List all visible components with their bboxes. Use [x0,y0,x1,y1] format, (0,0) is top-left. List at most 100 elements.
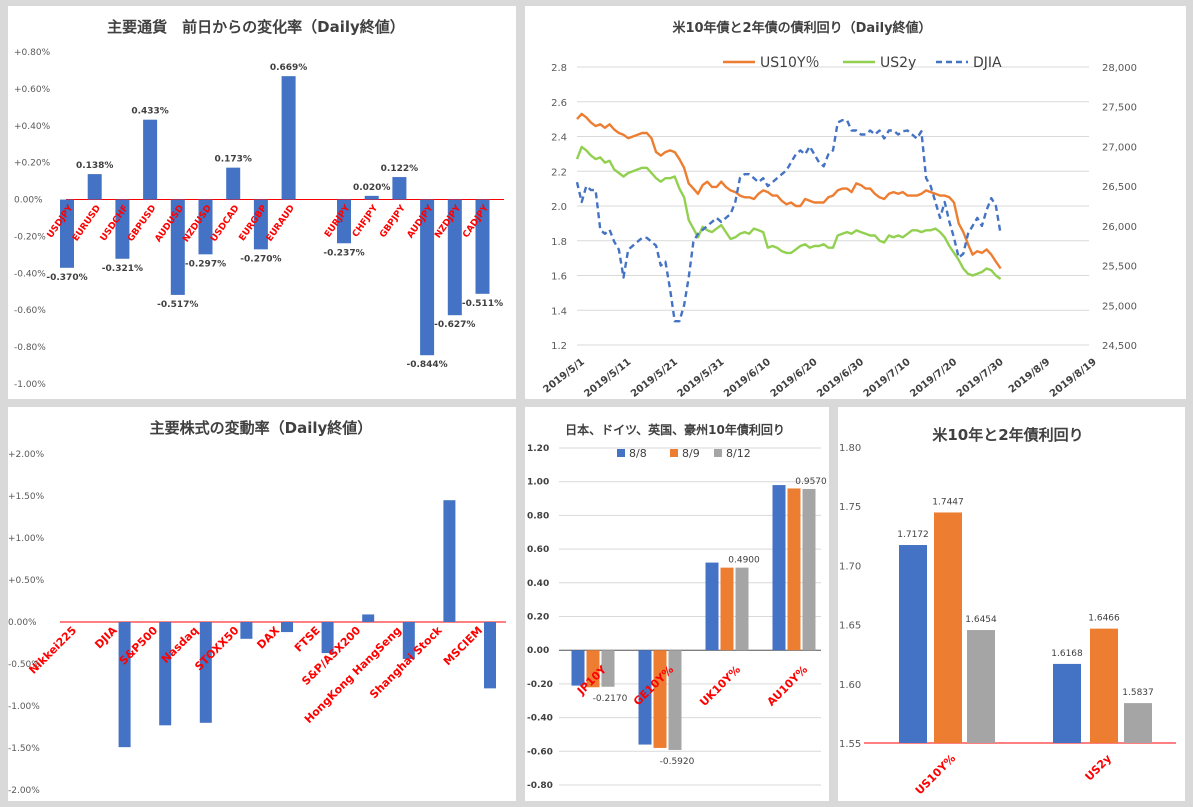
y-tick-label: 1.55 [839,739,861,750]
category-label: US10Y% [913,752,958,797]
chart-title: 日本、ドイツ、英国、豪州10年債利回り [565,422,785,437]
x-tick-label: 2019/7/10 [862,357,913,399]
bar-jp10y-8-8 [571,650,585,686]
data-label: 0.020% [353,183,391,193]
data-label: -0.297% [185,259,226,269]
bar-msciem [484,622,496,689]
data-label: -0.237% [323,248,364,258]
bar-ge10y-8-12 [668,650,682,750]
y-tick-label: -0.80% [14,343,46,353]
bar-euraud [281,76,296,200]
series-line-djia [575,118,1002,323]
y-tick-label: -1.00% [8,702,40,712]
bar-usdchf [115,199,130,259]
y-tick-label: +0.60% [14,85,51,95]
y-tick-label: +1.50% [8,492,45,502]
data-label: 0.173% [214,155,252,165]
category-label: US2y [1083,752,1115,784]
y-left-tick: 1.4 [551,306,567,317]
data-label: 1.7172 [897,530,929,540]
bar-djia [118,622,131,748]
y-tick-label: +0.80% [14,48,51,58]
y-tick-label: 1.20 [527,444,549,454]
legend-swatch [670,449,678,457]
x-tick-label: 2019/5/21 [629,357,680,399]
y-tick-label: 0.00 [527,646,549,656]
category-label: STOXX50 [192,624,241,673]
y-tick-label: 0.60 [527,545,549,555]
x-tick-label: 2019/6/30 [815,357,866,399]
y-tick-label: +0.50% [8,576,45,586]
bar-us10y-8-8 [899,545,927,743]
data-label: 1.7447 [932,497,964,507]
y-tick-label: 1.65 [839,621,861,632]
y-left-tick: 2.6 [551,98,567,109]
yields-line-chart: 米10年債と2年債の債利回り（Daily終値） 2.8 2.6 2.4 2.2 2.0 1… [541,20,1137,399]
bar-us10y-8-9 [934,512,962,743]
bar-au10y-8-9 [787,488,801,651]
y-right-tick: 27,500 [1102,103,1137,114]
y-tick-label: 0.80 [527,511,549,521]
x-tick-label: 2019/5/31 [676,357,727,399]
y-tick-label: 1.60 [839,680,861,691]
bar-hongkonghangseng [402,622,415,659]
y-tick-label: 1.70 [839,561,861,572]
data-label: 0.138% [76,161,114,171]
legend-swatch [617,449,625,457]
category-label: GBPJPY [378,203,408,240]
data-label: 1.5837 [1122,688,1154,698]
y-tick-label: +2.00% [8,450,45,460]
x-tick-label: 2019/8/9 [1007,357,1052,396]
y-left-tick: 1.2 [551,341,567,352]
y-tick-label: +1.00% [8,534,45,544]
data-label: -0.370% [46,273,87,283]
data-label: -0.627% [434,320,475,330]
bar-audjpy [420,199,435,356]
y-tick-label: 1.00 [527,478,549,488]
data-label: -0.844% [406,360,447,370]
y-tick-label: +0.40% [14,122,51,132]
x-tick-label: 2019/5/1 [541,357,586,396]
bar-jp10y-8-9 [586,650,600,688]
category-label: Nikkei225 [26,624,79,677]
bar-shanghaistock [443,500,456,622]
y-tick-label: -0.80 [527,781,553,791]
legend-label: 8/9 [682,447,700,460]
bar-us2y-8-9 [1090,628,1118,743]
y-right-tick: 24,500 [1102,341,1137,352]
series-line-us2y [575,145,1002,280]
data-label: -0.5920 [660,757,695,767]
legend-swatch [714,449,722,457]
bar-uk10y-8-12 [735,567,749,651]
bar-sp500 [159,622,172,726]
category-label: EURAUD [265,204,297,244]
data-label: 0.669% [270,63,308,73]
data-label: 0.9570 [795,477,827,487]
bar-ge10y-8-8 [638,650,652,745]
data-label: 1.6454 [965,615,997,625]
x-tick-label: 2019/6/10 [722,357,773,399]
bar-nasdaq [199,622,212,723]
y-tick-label: +0.20% [14,159,51,169]
yields-chart-panel: 米10年債と2年債の債利回り（Daily終値） 2.8 2.6 2.4 2.2 2.0 1… [525,6,1186,399]
us10y2y-chart-panel: 米10年と2年債利回り 1.80 1.75 1.70 1.65 1.60 1.55 1.71… [838,407,1185,801]
y-right-tick: 28,000 [1102,63,1137,74]
bar-nzdusd [198,199,213,255]
y-left-tick: 2.8 [551,63,567,74]
bar-usdjpy [60,199,74,268]
bar-audusd [170,199,185,295]
y-tick-label: -0.60% [14,306,46,316]
y-left-tick: 1.8 [551,237,567,248]
y-tick-label: -1.00% [14,380,46,390]
bar-spasx200 [362,614,375,622]
y-tick-label: -0.40% [14,269,46,279]
chart-title: 主要通貨 前日からの変化率（Daily終値） [107,18,405,36]
legend-label: DJIA [973,55,1002,71]
data-label: -0.517% [157,300,198,310]
y-tick-label: -1.50% [8,744,40,754]
y-tick-label: 0.40 [527,579,549,589]
bar-gbpjpy [392,177,407,200]
bar-nzdjpy [447,199,462,316]
y-tick-label: -0.40 [527,714,553,724]
y-left-tick: 2.2 [551,167,567,178]
